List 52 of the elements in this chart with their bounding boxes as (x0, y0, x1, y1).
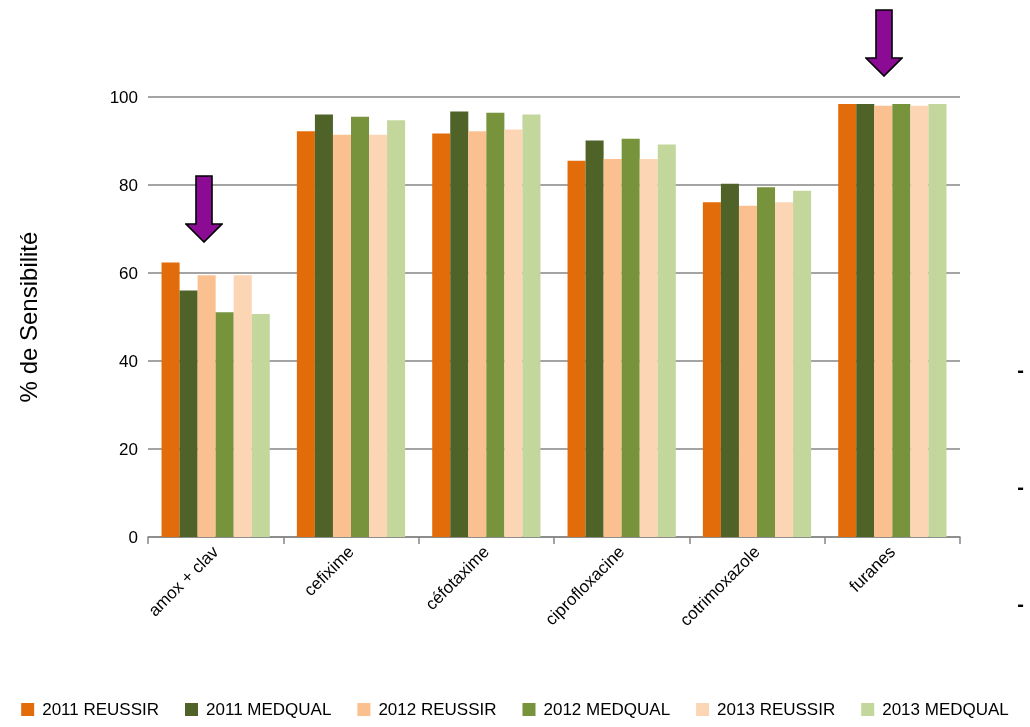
bar (351, 116, 370, 537)
legend-label: 2013 MEDQUAL (882, 700, 1009, 719)
text: - (1017, 359, 1025, 381)
bar (387, 120, 406, 537)
legend-label: 2012 MEDQUAL (543, 700, 671, 719)
text: - (1017, 476, 1025, 498)
bar (738, 205, 757, 537)
bar (369, 134, 388, 537)
y-axis-title: % de Sensibilité (14, 231, 42, 403)
bar (567, 160, 586, 537)
bar (892, 104, 911, 537)
bar (639, 159, 658, 537)
bar (657, 144, 676, 537)
y-tick-label: 40 (119, 351, 138, 371)
bar (838, 104, 857, 537)
bar (161, 262, 180, 537)
bar (603, 159, 622, 537)
bar (910, 105, 929, 537)
bar (450, 111, 469, 537)
bar (856, 104, 875, 537)
legend-label: 2011 REUSSIR (42, 700, 160, 719)
bar (757, 187, 776, 537)
bar (585, 140, 604, 537)
bar (702, 202, 721, 537)
bar (874, 105, 893, 537)
legend-label: 2011 MEDQUAL (206, 700, 332, 719)
bar (522, 114, 541, 537)
y-tick-label: 0 (128, 527, 138, 547)
y-tick-label: 100 (109, 87, 138, 107)
bar (432, 133, 451, 537)
y-tick-label: 60 (119, 263, 138, 283)
bar (720, 183, 739, 537)
bar (621, 138, 640, 537)
bar (197, 275, 216, 537)
bar (233, 275, 252, 537)
bar (486, 112, 505, 537)
text: - (1017, 593, 1025, 615)
bar (179, 290, 198, 537)
bar (793, 190, 812, 537)
bar (296, 131, 315, 537)
bar (928, 104, 947, 537)
y-tick-label: 20 (119, 439, 138, 459)
bar (468, 131, 487, 537)
bar (314, 114, 333, 537)
legend-label: 2013 REUSSIR (717, 700, 836, 719)
y-tick-label: 80 (119, 175, 138, 195)
bar (251, 313, 270, 537)
bar (775, 202, 794, 537)
legend-label: 2012 REUSSIR (378, 700, 497, 719)
bar (215, 312, 234, 537)
bar (504, 129, 523, 537)
bar (332, 134, 351, 537)
